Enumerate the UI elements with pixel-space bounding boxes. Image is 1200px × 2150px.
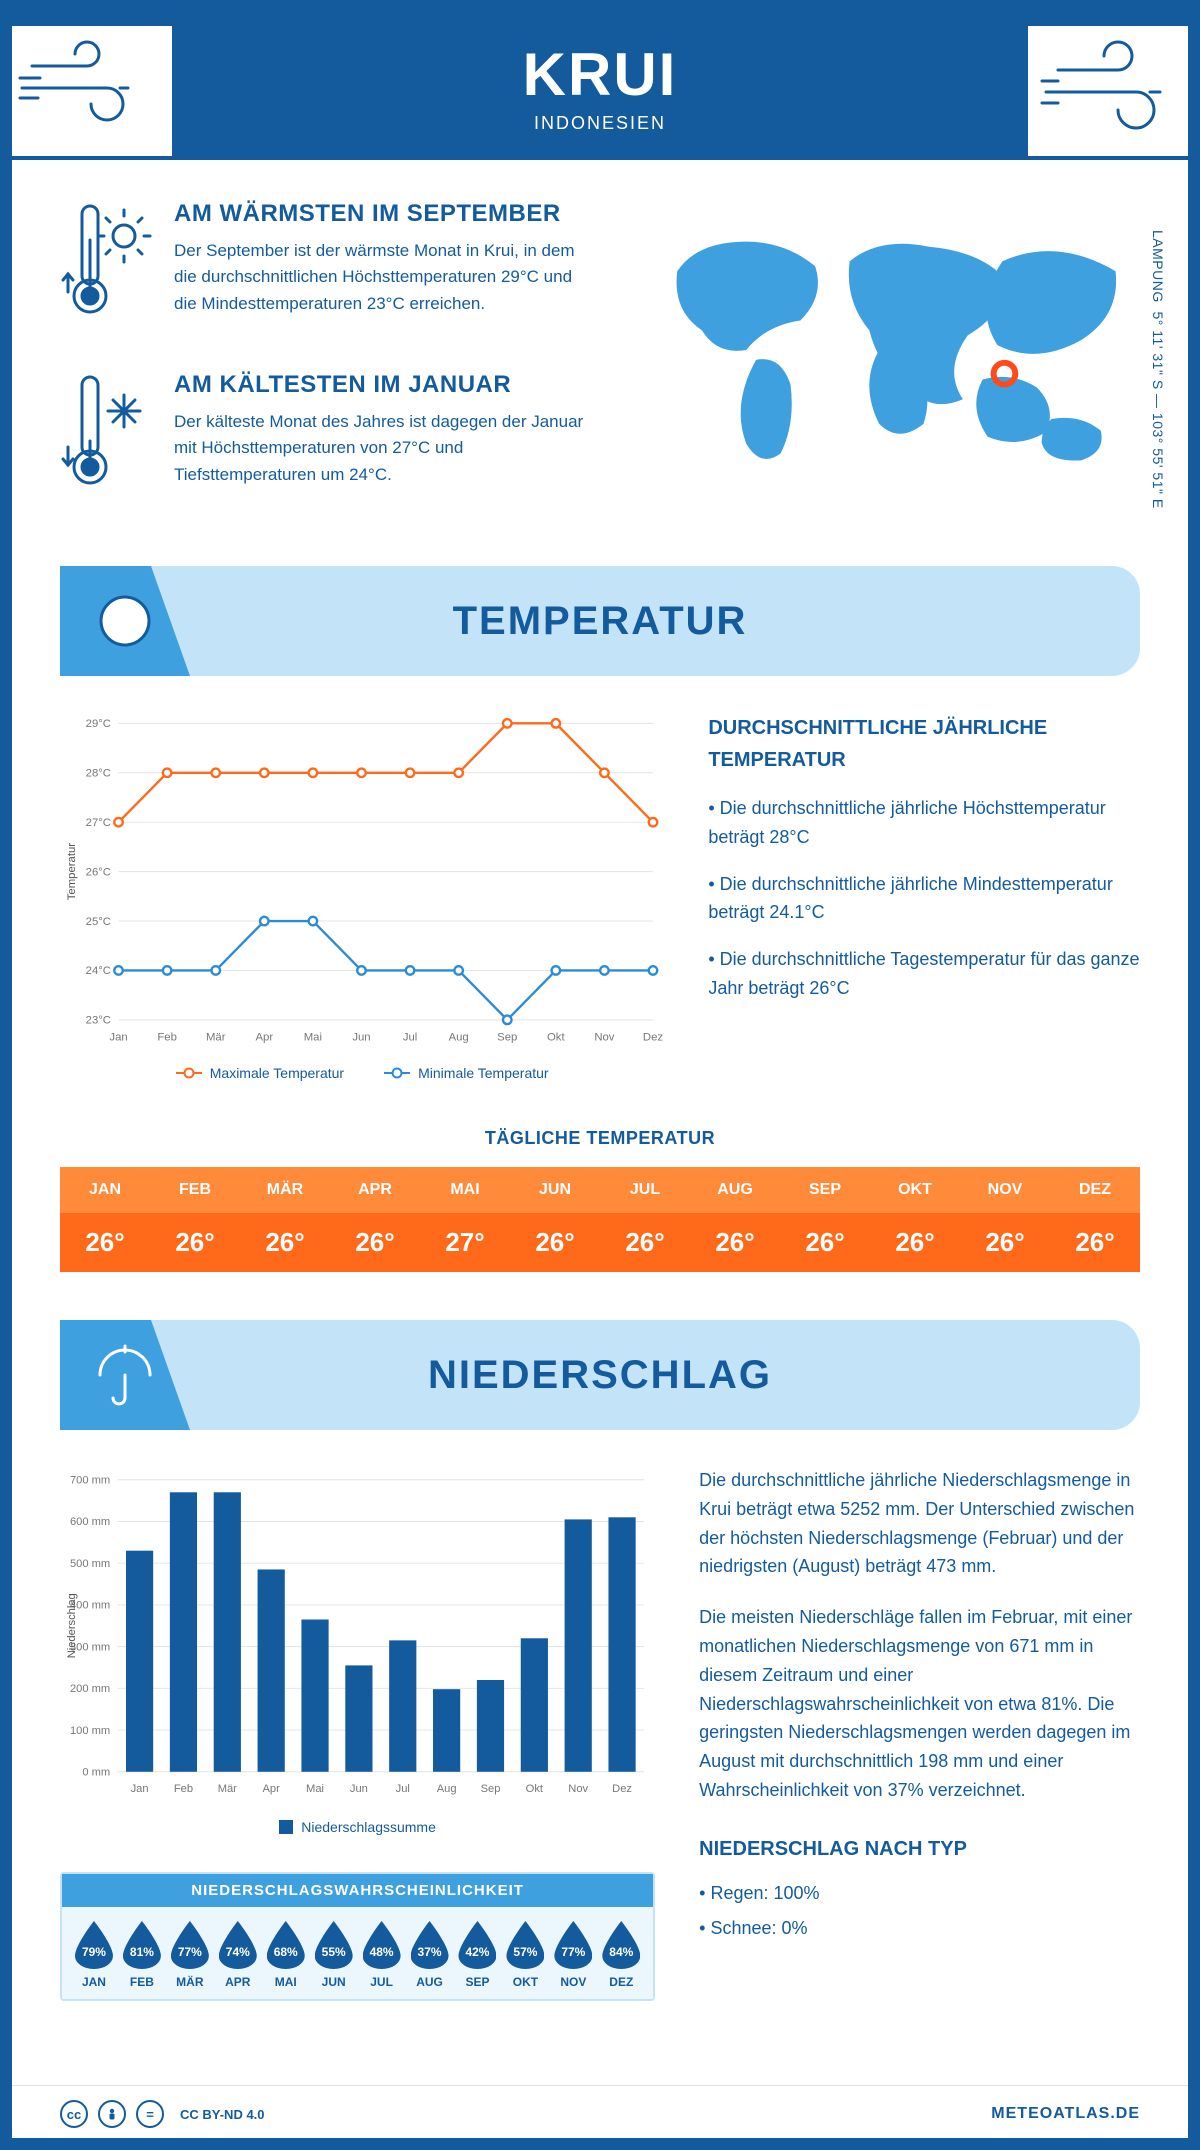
nd-icon: = — [136, 2100, 164, 2128]
section-temperature: TEMPERATUR — [60, 566, 1140, 676]
precipitation-probability: NIEDERSCHLAGSWAHRSCHEINLICHKEIT 79% JAN … — [60, 1872, 655, 2001]
raindrop-icon: 79% — [75, 1921, 113, 1969]
prob-cell: 37% AUG — [406, 1921, 454, 1989]
svg-text:Jul: Jul — [396, 1783, 410, 1795]
prob-cell: 74% APR — [214, 1921, 262, 1989]
svg-text:Mär: Mär — [206, 1032, 226, 1044]
prob-cell: 81% FEB — [118, 1921, 166, 1989]
svg-text:Jun: Jun — [350, 1783, 368, 1795]
raindrop-icon: 74% — [219, 1921, 257, 1969]
fact-coldest: AM KÄLTESTEN IM JANUAR Der kälteste Mona… — [60, 371, 598, 506]
wind-icon — [1028, 26, 1188, 156]
daily-temp-title: TÄGLICHE TEMPERATUR — [60, 1128, 1140, 1149]
svg-text:23°C: 23°C — [86, 1015, 111, 1027]
svg-text:Sep: Sep — [497, 1032, 517, 1044]
fact-warmest: AM WÄRMSTEN IM SEPTEMBER Der September i… — [60, 200, 598, 335]
svg-text:0 mm: 0 mm — [82, 1766, 110, 1778]
raindrop-icon: 77% — [171, 1921, 209, 1969]
fact-heading: AM WÄRMSTEN IM SEPTEMBER — [174, 200, 598, 228]
svg-text:27°C: 27°C — [86, 817, 111, 829]
prob-cell: 42% SEP — [454, 1921, 502, 1989]
raindrop-icon: 84% — [602, 1921, 640, 1969]
umbrella-icon — [60, 1320, 190, 1430]
prob-cell: 68% MAI — [262, 1921, 310, 1989]
svg-text:Dez: Dez — [612, 1783, 632, 1795]
precipitation-chart: 0 mm100 mm200 mm300 mm400 mm500 mm600 mm… — [60, 1466, 655, 1846]
temperature-summary: DURCHSCHNITTLICHE JÄHRLICHE TEMPERATUR •… — [708, 712, 1140, 1092]
svg-text:Temperatur: Temperatur — [66, 843, 78, 901]
wind-icon — [12, 26, 172, 156]
prob-cell: 77% NOV — [549, 1921, 597, 1989]
section-precipitation: NIEDERSCHLAG — [60, 1320, 1140, 1430]
fact-text: Der September ist der wärmste Monat in K… — [174, 238, 598, 317]
svg-text:100 mm: 100 mm — [70, 1725, 110, 1737]
svg-text:600 mm: 600 mm — [70, 1516, 110, 1528]
svg-text:Mai: Mai — [306, 1783, 324, 1795]
fact-text: Der kälteste Monat des Jahres ist dagege… — [174, 409, 598, 488]
svg-text:Jul: Jul — [403, 1032, 417, 1044]
raindrop-icon: 37% — [411, 1921, 449, 1969]
temp-chart-legend: Maximale Temperatur Minimale Temperatur — [60, 1065, 664, 1081]
svg-text:Apr: Apr — [255, 1032, 273, 1044]
page-subtitle: INDONESIEN — [12, 113, 1188, 134]
raindrop-icon: 57% — [506, 1921, 544, 1969]
svg-text:500 mm: 500 mm — [70, 1558, 110, 1570]
svg-text:Aug: Aug — [449, 1032, 469, 1044]
svg-text:Nov: Nov — [594, 1032, 614, 1044]
daily-temp-table: JANFEBMÄRAPRMAIJUNJULAUGSEPOKTNOVDEZ 26°… — [60, 1167, 1140, 1272]
world-map: LAMPUNG 5° 11' 31" S — 103° 55' 51" E — [628, 200, 1140, 542]
thermometer-snow-icon — [60, 371, 152, 506]
svg-text:Mär: Mär — [218, 1783, 237, 1795]
cc-icon: cc — [60, 2100, 88, 2128]
precip-chart-legend: Niederschlagssumme — [60, 1819, 655, 1835]
precipitation-summary: Die durchschnittliche jährliche Niedersc… — [699, 1466, 1140, 2001]
raindrop-icon: 77% — [554, 1921, 592, 1969]
svg-text:Apr: Apr — [263, 1783, 281, 1795]
prob-cell: 55% JUN — [310, 1921, 358, 1989]
license-badges: cc = CC BY-ND 4.0 — [60, 2100, 265, 2128]
raindrop-icon: 55% — [315, 1921, 353, 1969]
svg-text:Jan: Jan — [131, 1783, 149, 1795]
svg-text:24°C: 24°C — [86, 965, 111, 977]
raindrop-icon: 48% — [363, 1921, 401, 1969]
svg-text:29°C: 29°C — [86, 718, 111, 730]
prob-cell: 79% JAN — [70, 1921, 118, 1989]
thermometer-sun-icon — [60, 200, 152, 335]
svg-text:700 mm: 700 mm — [70, 1474, 110, 1486]
svg-text:Okt: Okt — [526, 1783, 544, 1795]
svg-text:25°C: 25°C — [86, 916, 111, 928]
header: KRUI INDONESIEN — [12, 12, 1188, 160]
raindrop-icon: 68% — [267, 1921, 305, 1969]
svg-text:Sep: Sep — [481, 1783, 501, 1795]
fact-heading: AM KÄLTESTEN IM JANUAR — [174, 371, 598, 399]
raindrop-icon: 42% — [458, 1921, 496, 1969]
coordinates-label: LAMPUNG 5° 11' 31" S — 103° 55' 51" E — [1150, 230, 1166, 509]
footer: cc = CC BY-ND 4.0 METEOATLAS.DE — [12, 2085, 1188, 2138]
prob-cell: 84% DEZ — [597, 1921, 645, 1989]
svg-text:200 mm: 200 mm — [70, 1683, 110, 1695]
raindrop-icon: 81% — [123, 1921, 161, 1969]
prob-cell: 77% MÄR — [166, 1921, 214, 1989]
svg-text:Niederschlag: Niederschlag — [66, 1593, 78, 1658]
temperature-chart: 23°C 24°C 25°C 26°C 27°C 28°C 29°C Jan Feb Mär Apr… — [60, 712, 664, 1092]
sun-icon — [60, 566, 190, 676]
svg-text:28°C: 28°C — [86, 768, 111, 780]
svg-text:Dez: Dez — [643, 1032, 663, 1044]
page-title: KRUI — [12, 40, 1188, 109]
svg-text:Feb: Feb — [174, 1783, 193, 1795]
by-icon — [98, 2100, 126, 2128]
svg-text:Okt: Okt — [547, 1032, 565, 1044]
svg-text:Aug: Aug — [437, 1783, 457, 1795]
svg-text:Mai: Mai — [304, 1032, 322, 1044]
prob-cell: 57% OKT — [501, 1921, 549, 1989]
svg-text:Feb: Feb — [157, 1032, 177, 1044]
svg-text:Jun: Jun — [352, 1032, 370, 1044]
svg-text:26°C: 26°C — [86, 866, 111, 878]
svg-text:Nov: Nov — [568, 1783, 588, 1795]
footer-brand: METEOATLAS.DE — [991, 2105, 1140, 2123]
prob-cell: 48% JUL — [358, 1921, 406, 1989]
svg-text:Jan: Jan — [109, 1032, 127, 1044]
